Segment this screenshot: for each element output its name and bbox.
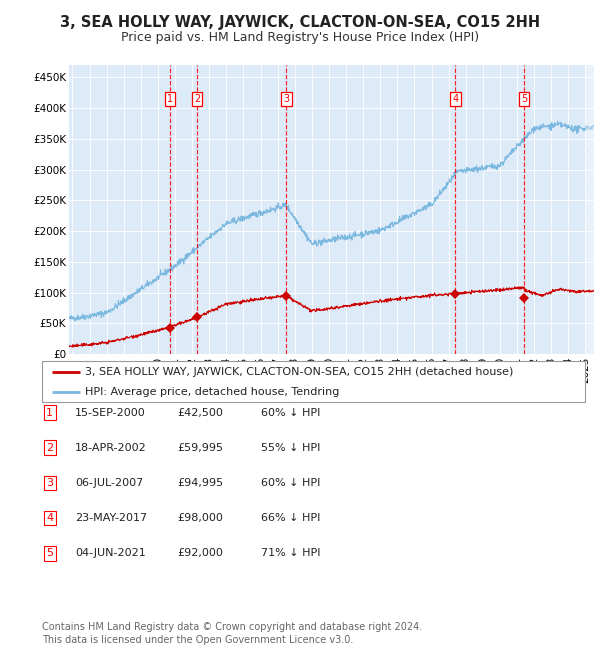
Text: 23-MAY-2017: 23-MAY-2017 bbox=[75, 513, 147, 523]
Text: 60% ↓ HPI: 60% ↓ HPI bbox=[261, 478, 320, 488]
Text: £98,000: £98,000 bbox=[177, 513, 223, 523]
Text: £94,995: £94,995 bbox=[177, 478, 223, 488]
Text: 66% ↓ HPI: 66% ↓ HPI bbox=[261, 513, 320, 523]
Text: 1: 1 bbox=[167, 94, 173, 104]
Text: 71% ↓ HPI: 71% ↓ HPI bbox=[261, 548, 320, 558]
Text: Contains HM Land Registry data © Crown copyright and database right 2024.
This d: Contains HM Land Registry data © Crown c… bbox=[42, 621, 422, 645]
Text: 04-JUN-2021: 04-JUN-2021 bbox=[75, 548, 146, 558]
Text: £92,000: £92,000 bbox=[177, 548, 223, 558]
FancyBboxPatch shape bbox=[42, 361, 585, 402]
Text: £59,995: £59,995 bbox=[177, 443, 223, 453]
Text: 4: 4 bbox=[452, 94, 458, 104]
Text: 3, SEA HOLLY WAY, JAYWICK, CLACTON-ON-SEA, CO15 2HH: 3, SEA HOLLY WAY, JAYWICK, CLACTON-ON-SE… bbox=[60, 15, 540, 31]
Text: £42,500: £42,500 bbox=[177, 408, 223, 418]
Text: 3: 3 bbox=[46, 478, 53, 488]
Text: 3, SEA HOLLY WAY, JAYWICK, CLACTON-ON-SEA, CO15 2HH (detached house): 3, SEA HOLLY WAY, JAYWICK, CLACTON-ON-SE… bbox=[85, 367, 514, 377]
Text: 15-SEP-2000: 15-SEP-2000 bbox=[75, 408, 146, 418]
Text: HPI: Average price, detached house, Tendring: HPI: Average price, detached house, Tend… bbox=[85, 387, 340, 396]
Text: 1: 1 bbox=[46, 408, 53, 418]
Text: 4: 4 bbox=[46, 513, 53, 523]
Text: 5: 5 bbox=[521, 94, 527, 104]
Text: 2: 2 bbox=[46, 443, 53, 453]
Text: 3: 3 bbox=[283, 94, 289, 104]
Text: 55% ↓ HPI: 55% ↓ HPI bbox=[261, 443, 320, 453]
Text: 60% ↓ HPI: 60% ↓ HPI bbox=[261, 408, 320, 418]
Text: Price paid vs. HM Land Registry's House Price Index (HPI): Price paid vs. HM Land Registry's House … bbox=[121, 31, 479, 44]
Text: 06-JUL-2007: 06-JUL-2007 bbox=[75, 478, 143, 488]
Text: 18-APR-2002: 18-APR-2002 bbox=[75, 443, 147, 453]
Text: 2: 2 bbox=[194, 94, 200, 104]
Text: 5: 5 bbox=[46, 548, 53, 558]
